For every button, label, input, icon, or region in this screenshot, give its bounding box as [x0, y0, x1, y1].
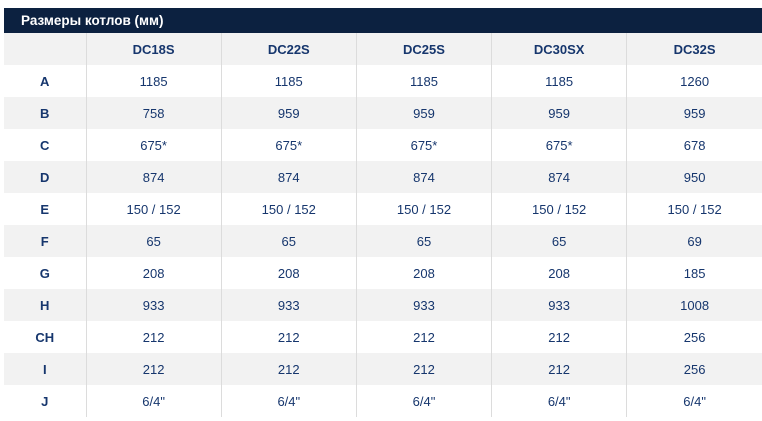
cell: 6/4" [221, 385, 357, 417]
cell: 874 [221, 161, 357, 193]
table-row: J 6/4" 6/4" 6/4" 6/4" 6/4" [4, 385, 762, 417]
table-row: B 758 959 959 959 959 [4, 97, 762, 129]
cell: 874 [356, 161, 493, 193]
cell: 933 [221, 289, 357, 321]
table-row: C 675* 675* 675* 675* 678 [4, 129, 762, 161]
row-label: D [4, 161, 87, 193]
boiler-dimensions-table: DC18S DC22S DC25S DC30SX DC32S A 1185 11… [4, 33, 762, 417]
cell: 933 [86, 289, 222, 321]
row-label: J [4, 385, 87, 417]
cell: 675* [221, 129, 357, 161]
cell: 1185 [356, 65, 493, 97]
cell: 933 [491, 289, 628, 321]
table-row: CH 212 212 212 212 256 [4, 321, 762, 353]
cell: 675* [356, 129, 493, 161]
cell: 208 [356, 257, 493, 289]
cell: 212 [221, 353, 357, 385]
cell: 212 [491, 321, 628, 353]
cell: 959 [356, 97, 493, 129]
cell: 185 [683, 265, 706, 281]
cell: 959 [683, 105, 706, 121]
column-header-row: DC18S DC22S DC25S DC30SX DC32S [4, 33, 762, 65]
cell: 675* [491, 129, 628, 161]
cell: 208 [491, 257, 628, 289]
cell: 150 / 152 [356, 193, 493, 225]
cell: 65 [491, 225, 628, 257]
cell: 150 / 152 [667, 201, 722, 217]
cell: 150 / 152 [491, 193, 628, 225]
row-label: I [4, 353, 87, 385]
cell: 959 [221, 97, 357, 129]
table-row: G 208 208 208 208 185 [4, 257, 762, 289]
cell: 675* [86, 129, 222, 161]
cell: 933 [356, 289, 493, 321]
col-header-dc32s: DC32S [673, 41, 716, 57]
col-header-dc22s: DC22S [221, 33, 357, 65]
table-row: E 150 / 152 150 / 152 150 / 152 150 / 15… [4, 193, 762, 225]
cell: 208 [86, 257, 222, 289]
table-row: A 1185 1185 1185 1185 1260 [4, 65, 762, 97]
cell: 208 [221, 257, 357, 289]
cell: 1008 [680, 297, 710, 313]
row-label: E [4, 193, 87, 225]
cell: 874 [491, 161, 628, 193]
table-row: I 212 212 212 212 256 [4, 353, 762, 385]
col-header-dc25s: DC25S [356, 33, 493, 65]
cell: 6/4" [356, 385, 493, 417]
table-title-bar: Размеры котлов (мм) [4, 8, 762, 33]
cell: 65 [221, 225, 357, 257]
row-label: G [4, 257, 87, 289]
table-row: H 933 933 933 933 1008 [4, 289, 762, 321]
row-label: H [4, 289, 87, 321]
row-label: A [4, 65, 87, 97]
cell: 1185 [221, 65, 357, 97]
col-header-dc30sx: DC30SX [491, 33, 628, 65]
cell: 256 [683, 329, 706, 345]
cell: 256 [683, 361, 706, 377]
cell: 65 [86, 225, 222, 257]
cell: 150 / 152 [221, 193, 357, 225]
cell: 212 [491, 353, 628, 385]
cell: 874 [86, 161, 222, 193]
cell: 1260 [680, 73, 710, 89]
cell: 65 [356, 225, 493, 257]
cell: 1185 [86, 65, 222, 97]
row-label: B [4, 97, 87, 129]
table-row: F 65 65 65 65 69 [4, 225, 762, 257]
cell: 212 [86, 353, 222, 385]
cell: 6/4" [86, 385, 222, 417]
cell: 1185 [491, 65, 628, 97]
row-label: CH [4, 321, 87, 353]
cell: 212 [86, 321, 222, 353]
cell: 6/4" [491, 385, 628, 417]
cell: 150 / 152 [86, 193, 222, 225]
cell: 6/4" [683, 393, 706, 409]
corner-cell [4, 33, 87, 65]
cell: 678 [683, 137, 706, 153]
cell: 212 [221, 321, 357, 353]
cell: 758 [86, 97, 222, 129]
col-header-dc18s: DC18S [86, 33, 222, 65]
table-row: D 874 874 874 874 950 [4, 161, 762, 193]
cell: 69 [687, 233, 702, 249]
cell: 212 [356, 321, 493, 353]
row-label: C [4, 129, 87, 161]
cell: 950 [683, 169, 706, 185]
cell: 212 [356, 353, 493, 385]
cell: 959 [491, 97, 628, 129]
row-label: F [4, 225, 87, 257]
